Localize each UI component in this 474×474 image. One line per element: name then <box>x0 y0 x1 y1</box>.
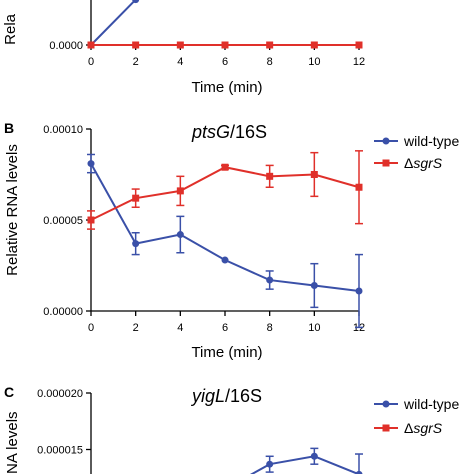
panel-a-wild-type-point <box>132 0 140 4</box>
panel-c-legend-sgrs: ΔsgrS <box>374 420 443 436</box>
panel-c-wild-type-point <box>266 460 274 468</box>
panel-b-y-tick-label: 0.00005 <box>43 215 83 227</box>
panel-c-legend: wild-type ΔsgrS <box>374 396 459 436</box>
panel-b-x-tick-label: 4 <box>177 322 183 334</box>
panel-a-y-axis-title: Rela <box>2 13 19 45</box>
legend-label-wild-type: wild-type <box>403 133 459 149</box>
panel-b-x-tick-label: 0 <box>88 322 94 334</box>
panel-a-x-tick-label: 4 <box>177 56 183 68</box>
panel-b-series <box>87 150 363 329</box>
panel-b-y-tick-label: 0.00000 <box>43 306 83 318</box>
panel-b-wild-type-point <box>176 231 184 239</box>
panel-b-letter: B <box>4 120 14 136</box>
panel-a-x-tick-label: 2 <box>133 56 139 68</box>
panel-b-y-axis-title: Relative RNA levels <box>4 144 21 276</box>
legend-marker-wild-type <box>382 137 390 145</box>
panel-b-x-tick-label: 8 <box>267 322 273 334</box>
panel-a-chart: Rela 0.0000 0 2 4 6 8 10 12 Time (min) <box>2 0 365 96</box>
panel-b-x-axis-title: Time (min) <box>191 344 262 361</box>
panel-a-x-tick-label: 8 <box>267 56 273 68</box>
legend-marker-wild-type <box>382 400 390 408</box>
panel-c-y-tick-label: 0.000020 <box>37 388 83 400</box>
panel-b-sgrs-line <box>90 166 360 221</box>
panel-c-axes: 0.000015 0.000020 <box>37 388 92 474</box>
panel-a-x-tick-label: 12 <box>353 56 365 68</box>
panel-b-x-tick-label: 6 <box>222 322 228 334</box>
panel-b-sgrs-point <box>266 172 274 180</box>
panel-b-wild-type-line <box>90 163 360 292</box>
panel-b-legend-sgrs: ΔsgrS <box>374 155 443 171</box>
panel-b-sgrs-point <box>221 163 229 171</box>
panel-c-wild-type-point <box>310 452 318 460</box>
panel-b-wild-type-point <box>266 276 274 284</box>
legend-label-sgrs: ΔsgrS <box>404 155 443 171</box>
panel-a-series <box>87 0 363 49</box>
panel-c-wild-type-point <box>355 470 363 474</box>
panel-a-sgrs-point <box>266 41 274 49</box>
legend-label-sgrs-delta: Δ <box>404 155 413 171</box>
legend-marker-sgrs <box>382 159 390 167</box>
panel-b-sgrs-point <box>355 183 363 191</box>
panel-c-series <box>249 447 363 474</box>
panel-b-sgrs-point <box>176 187 184 195</box>
panel-b-wild-type-point <box>132 240 140 248</box>
panel-c-title-suffix: /16S <box>225 386 262 406</box>
panel-a-x-tick-label: 6 <box>222 56 228 68</box>
panel-c-title: yigL/16S <box>190 386 262 406</box>
panel-a-wild-type-line <box>90 0 137 46</box>
panel-b-legend: wild-type ΔsgrS <box>374 133 459 171</box>
panel-b-sgrs-point <box>132 194 140 202</box>
panel-b-x-tick-label: 2 <box>133 322 139 334</box>
legend-label-sgrs: ΔsgrS <box>404 420 443 436</box>
panel-b-wild-type-point <box>87 160 95 168</box>
panel-b-wild-type-point <box>310 282 318 290</box>
panel-b-y-tick-label: 0.00010 <box>43 124 83 136</box>
panel-b-sgrs-point <box>310 171 318 178</box>
panel-c-wild-type-line <box>249 455 360 474</box>
panel-c-legend-wild-type: wild-type <box>374 396 459 412</box>
legend-marker-sgrs <box>382 424 390 432</box>
panel-b-title-gene: ptsG <box>191 122 230 142</box>
panel-c-letter: C <box>4 384 14 400</box>
panel-a-sgrs-point <box>87 41 95 49</box>
panel-a-sgrs-point <box>221 41 229 49</box>
legend-label-sgrs-gene: sgrS <box>413 155 442 171</box>
panel-a-sgrs-point <box>355 41 363 49</box>
panel-c-title-gene: yigL <box>190 386 225 406</box>
panel-b-title: ptsG/16S <box>191 122 267 142</box>
panel-a-x-tick-label: 0 <box>88 56 94 68</box>
legend-label-sgrs-gene: sgrS <box>413 420 442 436</box>
panel-b-wild-type-point <box>221 256 229 264</box>
panel-c-y-tick-label: 0.000015 <box>37 445 83 457</box>
panel-b-x-tick-label: 10 <box>308 322 320 334</box>
panel-b-title-suffix: /16S <box>230 122 267 142</box>
panel-b-sgrs-point <box>87 216 95 224</box>
panel-a-x-tick-label: 10 <box>308 56 320 68</box>
panel-a-x-axis-title: Time (min) <box>191 79 262 96</box>
panel-a-y-tick-label: 0.0000 <box>49 40 83 52</box>
panel-a-sgrs-point <box>310 41 318 49</box>
legend-label-sgrs-delta: Δ <box>404 420 413 436</box>
legend-label-wild-type: wild-type <box>403 396 459 412</box>
panel-a-sgrs-point <box>176 41 184 49</box>
panel-b-chart: B ptsG/16S Relative RNA levels 0.00000 0.… <box>4 120 459 361</box>
panel-a-axes: 0.0000 0 2 4 6 8 10 12 <box>49 0 365 68</box>
panel-c-chart: C yigL/16S NA levels 0.000015 0.000020 wi… <box>4 384 459 474</box>
panel-c-y-axis-title: NA levels <box>4 411 21 474</box>
panel-a-sgrs-point <box>132 41 140 49</box>
panel-b-wild-type-point <box>355 287 363 295</box>
panel-b-legend-wild-type: wild-type <box>374 133 459 149</box>
